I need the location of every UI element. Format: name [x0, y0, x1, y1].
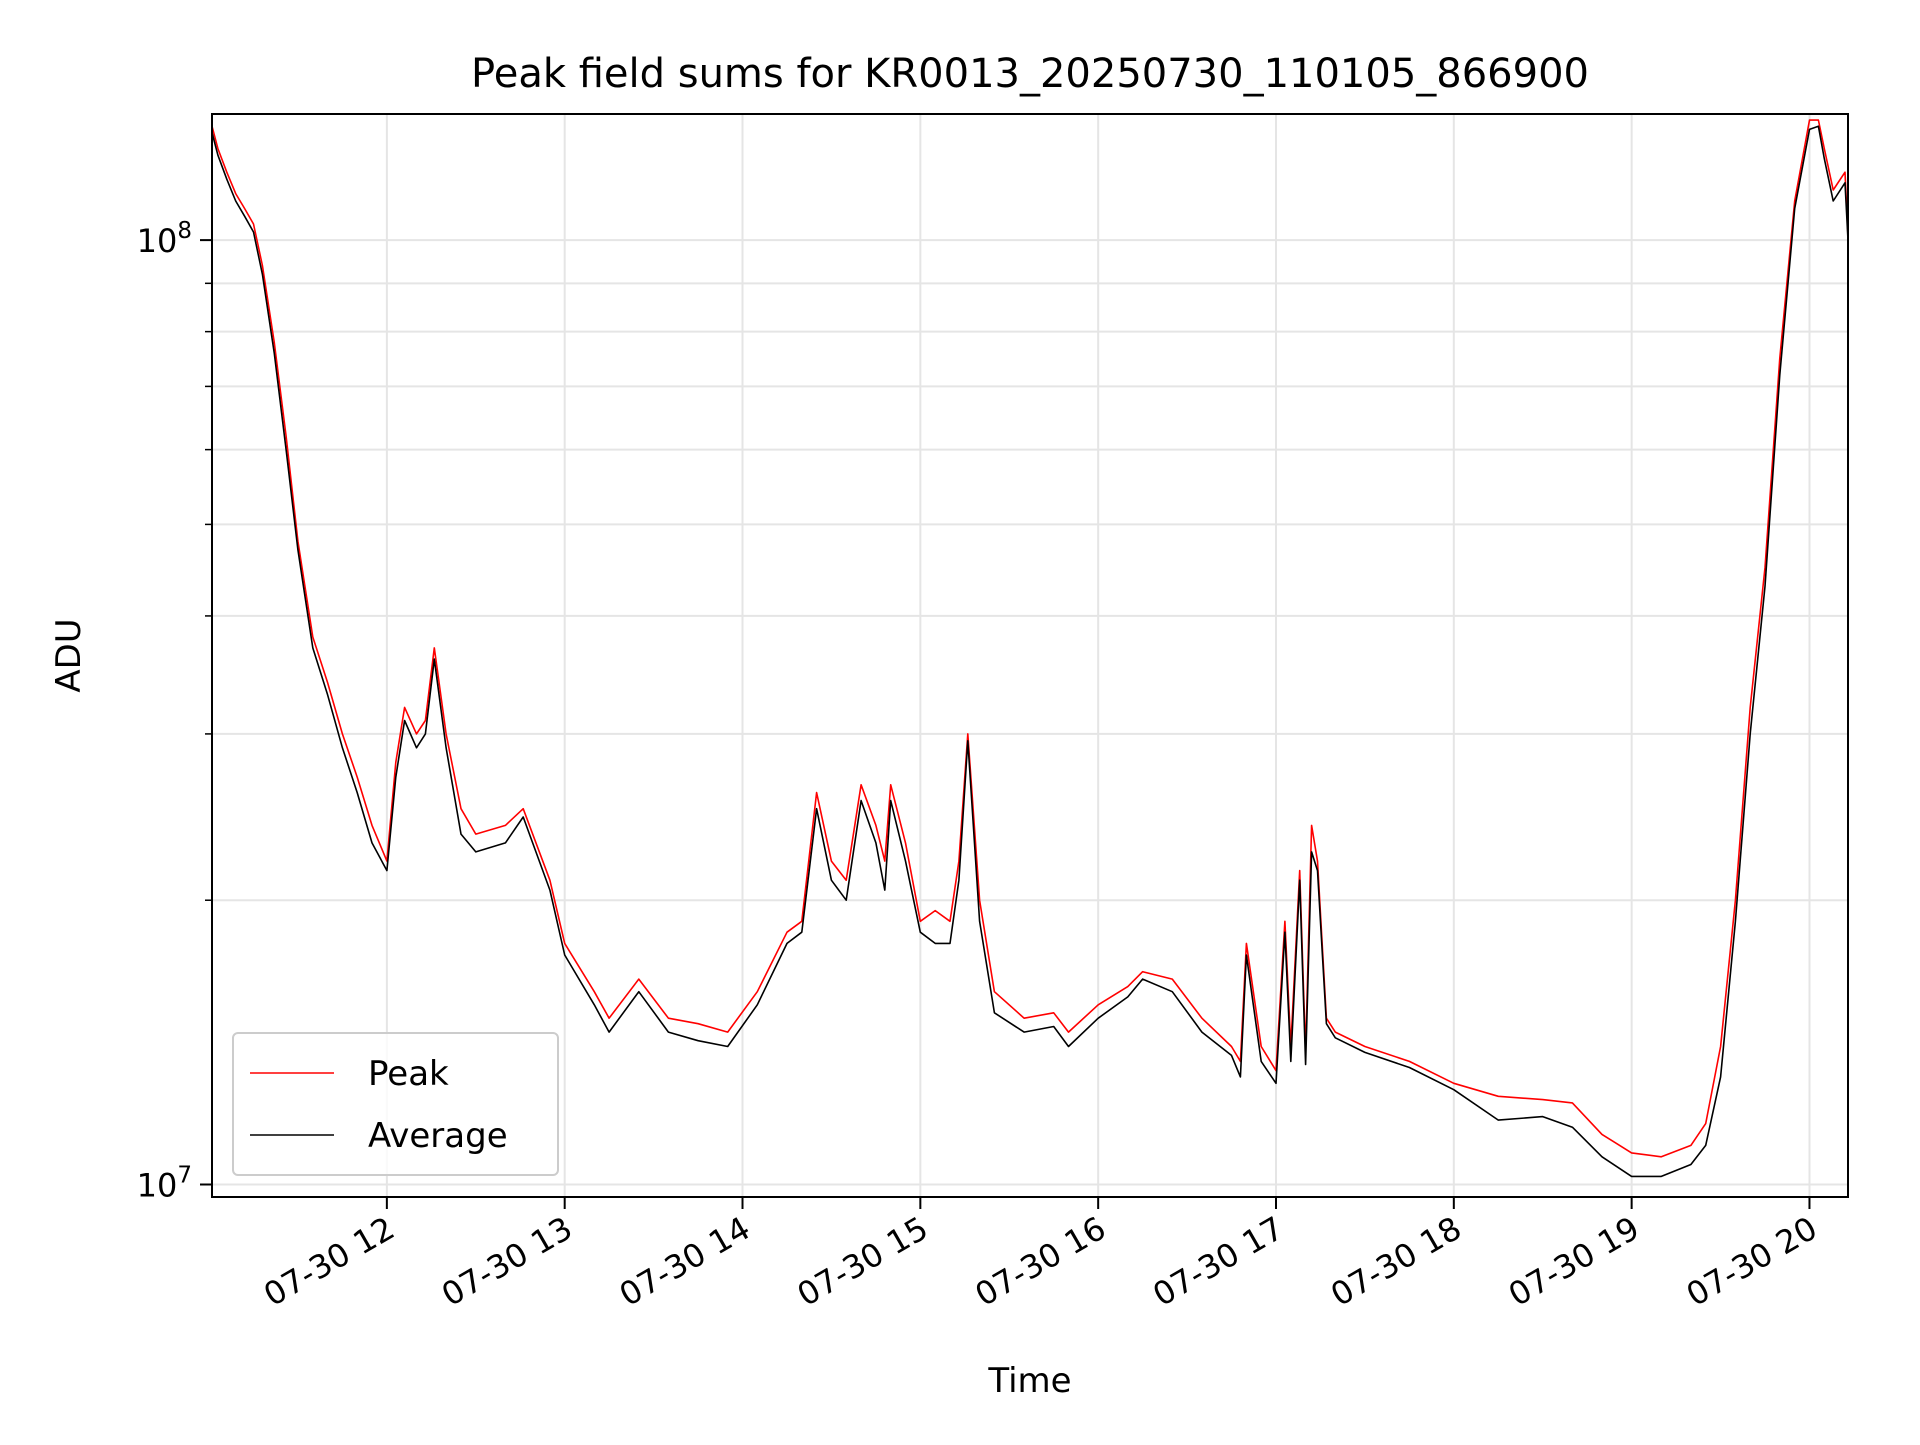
legend-box [232, 1032, 559, 1176]
legend: Peak Average [232, 1032, 559, 1176]
y-axis-label: ADU [49, 618, 89, 692]
plot-frame [211, 113, 1849, 1198]
x-tick-label: 07-30 14 [613, 1209, 757, 1314]
chart-title: Peak field sums for KR0013_20250730_1101… [471, 51, 1589, 97]
x-tick-label: 07-30 20 [1680, 1209, 1824, 1314]
series-lines [211, 119, 1849, 1178]
y-tick-label: 107 [137, 1163, 192, 1205]
x-tick-label: 07-30 16 [969, 1209, 1113, 1314]
legend-label-average: Average [368, 1116, 508, 1156]
x-tick-label: 07-30 13 [435, 1209, 579, 1314]
x-axis-label: Time [987, 1361, 1071, 1401]
series-line-average [211, 125, 1849, 1178]
y-tick-label: 108 [137, 218, 192, 260]
x-tick-label: 07-30 18 [1324, 1209, 1468, 1314]
x-tick-label: 07-30 12 [257, 1209, 401, 1314]
x-tick-label: 07-30 15 [791, 1209, 935, 1314]
x-tick-label: 07-30 19 [1502, 1209, 1646, 1314]
legend-label-peak: Peak [368, 1054, 449, 1094]
x-tick-label: 07-30 17 [1146, 1209, 1290, 1314]
grid-lines [212, 114, 1848, 1197]
series-line-peak [211, 119, 1849, 1158]
